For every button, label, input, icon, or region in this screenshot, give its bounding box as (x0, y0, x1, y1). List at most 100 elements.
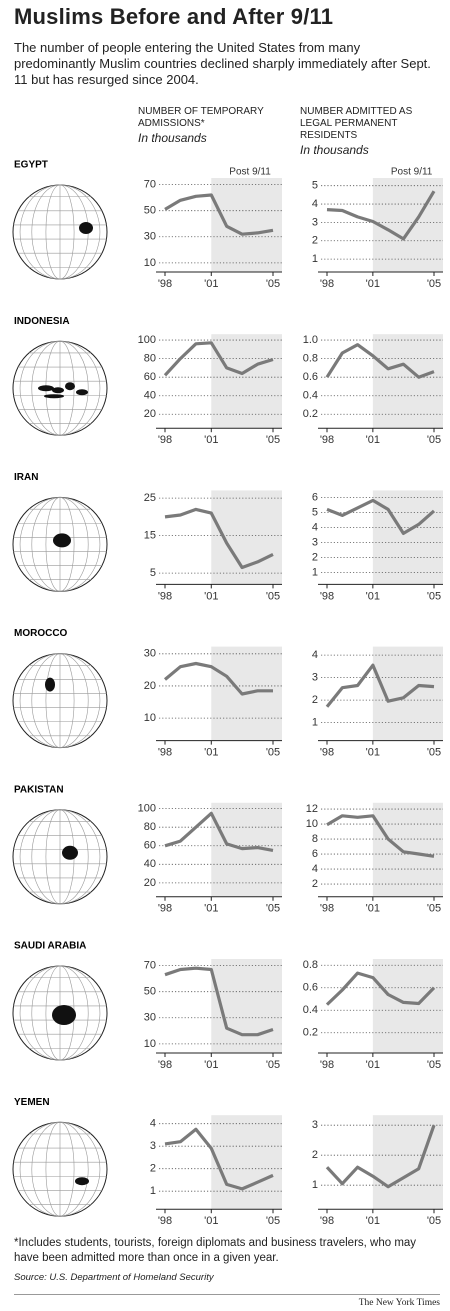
data-line (163, 341, 274, 377)
x-tick-label: '05 (266, 434, 280, 446)
y-tick-label: 10 (144, 712, 156, 724)
x-tick-label: '05 (266, 1059, 280, 1071)
y-tick-label: 3 (150, 1140, 156, 1152)
y-tick-label: 1 (150, 1185, 156, 1197)
data-line (164, 966, 274, 1037)
country-label: IRAN (14, 472, 38, 483)
y-tick-label: 70 (144, 179, 156, 191)
country-shape (79, 222, 93, 234)
x-tick-label: '98 (158, 903, 172, 915)
x-tick-label: '01 (366, 747, 380, 759)
post-9-11-shading (211, 490, 282, 585)
x-tick-label: '05 (427, 903, 441, 915)
country-shape (75, 1177, 89, 1186)
post-9-11-shading (211, 1115, 282, 1210)
y-tick-label: 50 (144, 205, 156, 217)
credit: The New York Times (358, 1298, 440, 1308)
y-tick-label: 5 (150, 567, 156, 579)
x-tick-label: '01 (204, 434, 218, 446)
x-tick-label: '01 (204, 278, 218, 290)
data-line (164, 507, 274, 570)
y-tick-label: 1 (312, 717, 318, 729)
y-tick-label: 4 (312, 863, 318, 875)
y-tick-label: 40 (144, 390, 156, 402)
y-tick-label: 70 (144, 960, 156, 972)
y-tick-label: 1 (312, 566, 318, 578)
rule (14, 1294, 440, 1295)
data-line (325, 343, 435, 379)
x-tick-label: '98 (320, 434, 334, 446)
y-tick-label: 1.0 (303, 334, 318, 346)
x-tick-label: '01 (204, 590, 218, 602)
country-label: EGYPT (14, 160, 48, 171)
y-tick-label: 0.8 (303, 353, 318, 365)
y-tick-label: 10 (144, 257, 156, 269)
post-9-11-shading (211, 178, 282, 272)
y-tick-label: 6 (312, 848, 318, 860)
country-shape (44, 394, 64, 399)
source: Source: U.S. Department of Homeland Secu… (14, 1272, 214, 1283)
country-shape (62, 845, 78, 860)
column-header: NUMBER ADMITTED AS LEGAL PERMANENT RESID… (300, 106, 445, 156)
post-9-11-shading (211, 334, 282, 429)
y-tick-label: 30 (144, 231, 156, 243)
x-tick-label: '01 (366, 590, 380, 602)
column-title: NUMBER ADMITTED AS LEGAL PERMANENT RESID… (300, 106, 413, 141)
y-tick-label: 30 (144, 648, 156, 660)
y-tick-label: 0.6 (303, 982, 318, 994)
globe (12, 653, 108, 749)
x-tick-label: '98 (320, 590, 334, 602)
y-tick-label: 3 (312, 1119, 318, 1131)
data-line (326, 498, 436, 535)
x-tick-label: '05 (266, 590, 280, 602)
x-tick-label: '01 (366, 903, 380, 915)
post-9-11-shading (372, 334, 443, 429)
y-tick-label: 1 (312, 1179, 318, 1191)
x-tick-label: '01 (366, 434, 380, 446)
y-tick-label: 4 (150, 1118, 156, 1130)
x-tick-label: '98 (320, 903, 334, 915)
y-tick-label: 6 (312, 491, 318, 503)
country-label: MOROCCO (14, 628, 68, 639)
y-tick-label: 100 (138, 803, 156, 815)
y-tick-label: 4 (312, 649, 318, 661)
y-tick-label: 20 (144, 408, 156, 420)
data-line (164, 811, 274, 852)
y-tick-label: 8 (312, 833, 318, 845)
country-shape (65, 382, 75, 391)
x-tick-label: '98 (158, 590, 172, 602)
globe (12, 965, 108, 1061)
x-tick-label: '98 (320, 747, 334, 759)
country-label: INDONESIA (14, 316, 70, 327)
y-tick-label: 0.8 (303, 959, 318, 971)
annotation: Post 9/11 (229, 167, 271, 178)
footnote: *Includes students, tourists, foreign di… (14, 1237, 417, 1264)
y-tick-label: 0.2 (303, 408, 318, 420)
y-tick-label: 20 (144, 877, 156, 889)
y-tick-label: 2 (312, 1149, 318, 1161)
y-tick-label: 50 (144, 986, 156, 998)
y-tick-label: 2 (312, 551, 318, 563)
globe (12, 184, 108, 280)
y-tick-label: 60 (144, 840, 156, 852)
country-label: PAKISTAN (14, 784, 64, 795)
country-label: SAUDI ARABIA (14, 941, 86, 952)
column-header: NUMBER OF TEMPORARY ADMISSIONS* In thous… (138, 106, 288, 144)
x-tick-label: '98 (320, 1059, 334, 1071)
y-tick-label: 4 (312, 521, 318, 533)
y-tick-label: 2 (312, 694, 318, 706)
data-line (164, 193, 274, 236)
y-tick-label: 20 (144, 680, 156, 692)
title: Muslims Before and After 9/11 (14, 4, 334, 29)
x-tick-label: '05 (427, 590, 441, 602)
y-tick-label: 2 (150, 1163, 156, 1175)
x-tick-label: '01 (366, 1215, 380, 1227)
y-tick-label: 0.4 (303, 390, 318, 402)
column-units: In thousands (138, 131, 207, 145)
x-tick-label: '05 (266, 903, 280, 915)
y-tick-label: 15 (144, 530, 156, 542)
y-tick-label: 80 (144, 353, 156, 365)
y-tick-label: 100 (138, 334, 156, 346)
post-9-11-shading (211, 959, 282, 1053)
